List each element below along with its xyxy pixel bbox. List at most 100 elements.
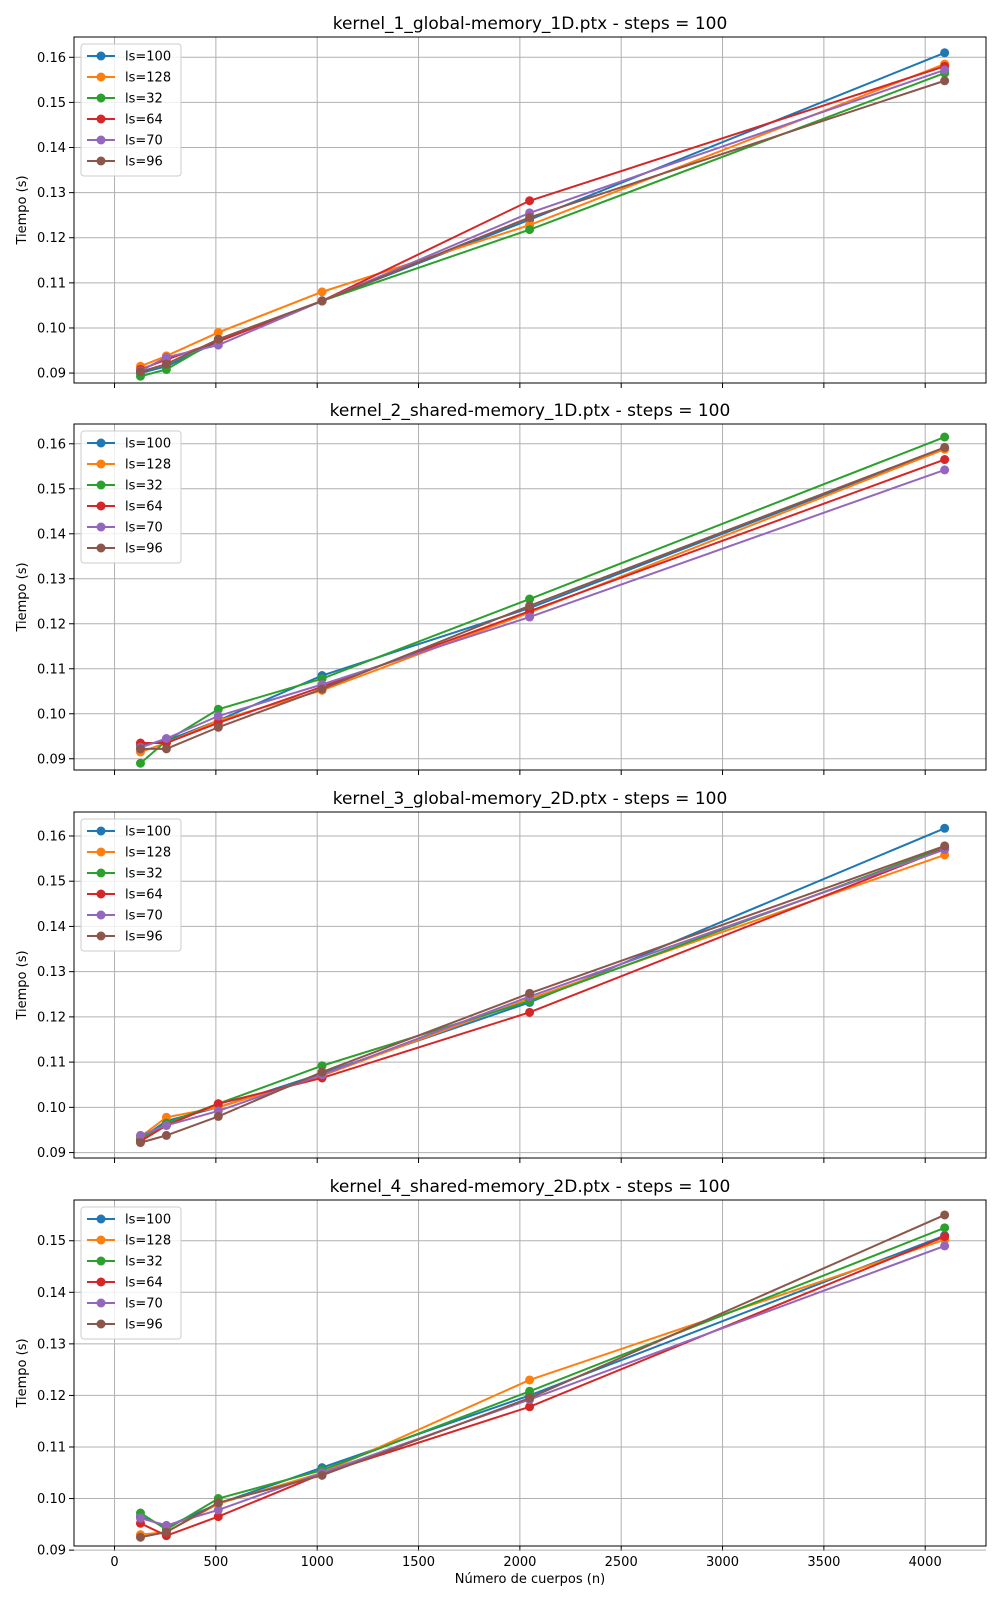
y-tick-label: 0.11	[37, 276, 66, 291]
data-point	[940, 823, 950, 833]
series-line-ls-32	[139, 1226, 946, 1531]
legend-marker	[96, 459, 106, 469]
data-point	[525, 988, 535, 998]
data-point	[213, 334, 223, 344]
data-point	[525, 594, 535, 604]
series-line-ls-70	[140, 468, 945, 749]
y-axis-label: Tiempo (s)	[15, 562, 30, 632]
y-axis-label: Tiempo (s)	[15, 950, 30, 1020]
data-point	[525, 601, 535, 611]
data-point	[213, 722, 223, 732]
data-point	[135, 744, 145, 754]
legend-marker	[96, 72, 106, 82]
data-point	[161, 744, 171, 754]
data-point	[525, 1402, 535, 1412]
legend-label: ls=64	[125, 113, 163, 128]
legend-label: ls=70	[125, 1297, 163, 1312]
legend-marker	[96, 1298, 106, 1308]
legend-marker	[96, 114, 106, 124]
data-point	[317, 1061, 327, 1071]
chart-panel-4: 0.09 0.10 0.11 0.12 0.13 0.14 0.15 0 500 1000 1500…	[15, 1177, 987, 1587]
chart-title: kernel_4_shared-memory_2D.ptx - steps = …	[330, 1177, 731, 1197]
legend-label: ls=32	[125, 92, 163, 107]
legend-marker	[96, 847, 106, 857]
data-point	[213, 1099, 223, 1109]
legend-label: ls=32	[125, 1255, 163, 1270]
data-point	[213, 704, 223, 714]
data-point	[161, 352, 171, 362]
chart-title: kernel_3_global-memory_2D.ptx - steps = …	[333, 789, 728, 809]
data-point	[940, 841, 950, 851]
y-tick-label: 0.10	[37, 1492, 66, 1507]
y-tick-label: 0.15	[37, 875, 66, 890]
y-tick-label: 0.10	[37, 1101, 66, 1116]
plot-frame	[73, 811, 987, 1159]
series-line-ls-96	[140, 79, 945, 373]
legend-label: ls=128	[125, 846, 171, 861]
data-point	[213, 1512, 223, 1522]
x-axis-label: Número de cuerpos (n)	[455, 1572, 605, 1587]
x-tick-label: 2500	[605, 1555, 638, 1570]
legend-label: ls=64	[125, 888, 163, 903]
data-point	[317, 287, 327, 297]
y-tick-label: 0.12	[37, 1010, 66, 1025]
legend: ls=100 ls=128 ls=32 ls=64 ls=70 ls=96	[80, 43, 182, 177]
legend-label: ls=64	[125, 500, 163, 515]
data-point	[940, 1210, 950, 1220]
x-tick-label: 2000	[503, 1555, 536, 1570]
legend-label: ls=96	[125, 930, 163, 945]
data-point	[135, 1513, 145, 1523]
data-point	[135, 1532, 145, 1542]
legend-label: ls=96	[125, 1318, 163, 1333]
plot-frame	[73, 423, 987, 771]
legend-label: ls=128	[125, 1234, 171, 1249]
data-point	[940, 65, 950, 75]
x-tick-label: 3000	[706, 1555, 739, 1570]
y-tick-label: 0.16	[37, 51, 66, 66]
data-point	[317, 1470, 327, 1480]
data-point	[525, 1007, 535, 1017]
legend-label: ls=128	[125, 71, 171, 86]
data-point	[161, 1130, 171, 1140]
data-point	[161, 1520, 171, 1530]
data-point	[525, 612, 535, 622]
plot-frame	[73, 1199, 987, 1547]
data-point	[317, 1067, 327, 1077]
series-line-ls-64	[140, 65, 945, 371]
legend-marker	[96, 1214, 106, 1224]
legend-label: ls=70	[125, 134, 163, 149]
data-point	[940, 76, 950, 86]
data-point	[525, 225, 535, 235]
plot-frame	[73, 36, 987, 384]
data-point	[940, 465, 950, 475]
y-tick-label: 0.13	[37, 186, 66, 201]
data-point	[135, 1130, 145, 1140]
legend-marker	[96, 51, 106, 61]
y-tick-label: 0.09	[37, 1146, 66, 1161]
data-point	[940, 442, 950, 452]
chart-panel-1: 0.09 0.10 0.11 0.12 0.13 0.14 0.15 0.16 kernel_1…	[15, 14, 987, 388]
chart-panel-2: 0.09 0.10 0.11 0.12 0.13 0.14 0.15 0.16 kernel_2…	[15, 401, 987, 775]
legend-marker	[96, 438, 106, 448]
y-tick-label: 0.11	[37, 1440, 66, 1455]
y-tick-label: 0.14	[37, 527, 66, 542]
y-tick-label: 0.15	[37, 482, 66, 497]
data-point	[940, 48, 950, 58]
legend-marker	[96, 1256, 106, 1266]
y-tick-label: 0.12	[37, 231, 66, 246]
legend-marker	[96, 156, 106, 166]
legend-marker	[96, 1277, 106, 1287]
data-point	[940, 455, 950, 465]
chart-title: kernel_1_global-memory_1D.ptx - steps = …	[333, 14, 728, 34]
y-axis-label: Tiempo (s)	[15, 175, 30, 245]
data-point	[213, 1111, 223, 1121]
data-point	[525, 1375, 535, 1385]
legend-label: ls=64	[125, 1276, 163, 1291]
series-line-ls-70	[140, 848, 945, 1137]
data-point	[525, 196, 535, 206]
legend-label: ls=96	[125, 542, 163, 557]
legend-label: ls=100	[125, 825, 171, 840]
legend: ls=100 ls=128 ls=32 ls=64 ls=70 ls=96	[80, 818, 182, 952]
data-point	[161, 1120, 171, 1130]
legend: ls=100 ls=128 ls=32 ls=64 ls=70 ls=96	[80, 1206, 182, 1340]
